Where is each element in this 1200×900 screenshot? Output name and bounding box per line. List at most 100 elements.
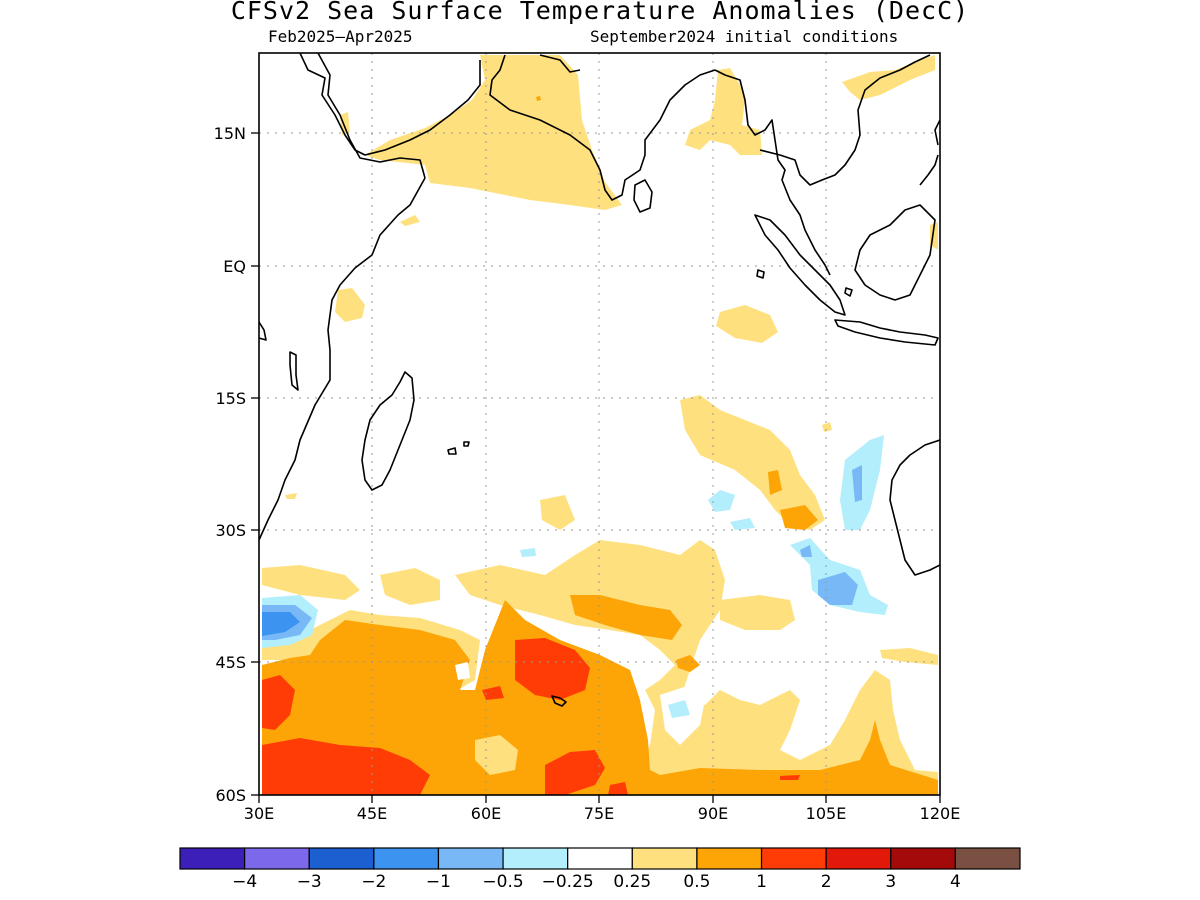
arabian-sea-bay-warm-region	[685, 68, 762, 155]
australia-coastline	[889, 439, 940, 576]
colorbar: −4 −3 −2 −1 −0.5 −0.25 0.25 0.5 1 2 3 4	[179, 847, 1021, 892]
colorbar-swatch	[244, 847, 310, 870]
colorbar-swatch	[890, 847, 956, 870]
sri-lanka	[633, 179, 653, 213]
lon-label: 75E	[584, 804, 614, 823]
colorbar-label: 3	[885, 872, 896, 892]
africa-arabia-coastline	[259, 321, 267, 341]
sumatra	[754, 214, 846, 316]
colorbar-label: 4	[950, 872, 961, 892]
colorbar-swatch	[825, 847, 892, 870]
borneo	[854, 204, 936, 301]
arabian-sea-bay-warm-region	[716, 305, 778, 343]
colorbar-label: −1	[426, 872, 451, 892]
madagascar	[361, 371, 415, 491]
red-anomaly-region	[262, 675, 295, 730]
cool-anomaly-region	[668, 700, 690, 718]
lat-label: 60S	[215, 786, 246, 805]
orange-anomaly-region	[536, 96, 541, 101]
colorbar-label: −3	[297, 872, 322, 892]
orange-anomaly-region	[768, 470, 782, 495]
colorbar-label: 0.25	[613, 872, 651, 892]
orange-anomaly-region	[780, 505, 818, 530]
arabian-sea-bay-warm-region	[335, 288, 365, 322]
red-anomaly-region	[515, 638, 590, 700]
africa-arabia-coastline	[259, 177, 426, 541]
small-island	[447, 447, 457, 455]
small-island	[844, 287, 853, 297]
southeast-asia-coastline	[714, 69, 831, 276]
africa-arabia-coastline	[317, 53, 426, 179]
india-coastline	[539, 54, 581, 73]
lat-label: 45S	[215, 653, 246, 672]
arabian-sea-bay-warm-region	[822, 422, 832, 432]
southeast-asia-coastline	[934, 119, 940, 146]
tick-marks	[251, 132, 941, 803]
arabian-sea-bay-warm-region	[285, 493, 297, 499]
coastlines	[259, 53, 940, 707]
cool-anomaly-region	[708, 490, 735, 512]
colorbar-swatch	[308, 847, 375, 870]
southeast-asia-coastline	[759, 54, 931, 186]
southeast-asia-coastline	[919, 154, 939, 186]
lon-label: 120E	[920, 804, 961, 823]
india-coastline	[489, 54, 716, 201]
arabian-sea-bay-warm-region	[400, 215, 420, 226]
colorbar-swatch	[179, 847, 246, 870]
arabian-sea-bay-warm-region	[842, 55, 935, 100]
colorbar-label: 1	[756, 872, 767, 892]
africa-arabia-coastline	[289, 351, 299, 391]
red-anomaly-region	[608, 782, 628, 795]
colorbar-swatch	[437, 847, 504, 870]
initial-conditions: September2024 initial conditions	[590, 27, 899, 46]
arabian-sea-bay-warm-region	[340, 112, 350, 135]
red-anomaly-region	[545, 750, 605, 795]
colorbar-label: 2	[821, 872, 832, 892]
colorbar-swatch	[760, 847, 827, 870]
colorbar-label: 0.5	[683, 872, 710, 892]
orange-anomaly-region	[570, 595, 682, 640]
cool-anomaly-region	[818, 572, 858, 605]
cool-anomaly-region	[852, 465, 862, 502]
lat-label: EQ	[223, 257, 246, 276]
lon-label: 60E	[471, 804, 501, 823]
cool-anomaly-region	[800, 545, 812, 557]
southern-warm-belt	[880, 648, 938, 665]
arabian-sea-bay-warm-region	[680, 395, 825, 530]
colorbar-swatch	[631, 847, 698, 870]
colorbar-label: −2	[361, 872, 386, 892]
lon-label: 105E	[806, 804, 847, 823]
small-island	[463, 441, 470, 447]
lon-label: 45E	[357, 804, 387, 823]
anomaly-field	[262, 55, 938, 795]
cool-anomaly-region	[262, 612, 300, 636]
colorbar-swatch	[567, 847, 633, 870]
arabian-sea-bay-warm-region	[365, 55, 622, 210]
small-island	[756, 269, 765, 279]
colorbar-swatch	[696, 847, 763, 870]
lat-label: 15N	[214, 124, 246, 143]
colorbar-swatch	[502, 847, 569, 870]
map-title: CFSv2 Sea Surface Temperature Anomalies …	[230, 0, 970, 25]
southern-warm-belt	[720, 595, 795, 630]
southern-warm-belt	[540, 495, 575, 530]
cool-anomaly-region	[520, 548, 536, 557]
cool-anomaly-region	[730, 518, 755, 530]
neutral-patch	[455, 662, 470, 680]
orange-anomaly-region	[676, 655, 700, 672]
forecast-period: Feb2025–Apr2025	[268, 27, 413, 46]
southern-warm-belt	[262, 565, 360, 600]
longitude-labels: 30E 45E 60E 75E 90E 105E 120E	[244, 804, 961, 823]
red-anomaly-region	[780, 775, 800, 780]
orange-anomaly-region	[262, 600, 938, 795]
java	[834, 319, 939, 346]
red-anomaly-region	[482, 686, 504, 700]
red-anomaly-region	[262, 738, 430, 795]
lat-label: 30S	[215, 521, 246, 540]
colorbar-swatch	[373, 847, 440, 870]
lon-label: 30E	[244, 804, 274, 823]
lat-label: 15S	[215, 389, 246, 408]
grid-lines	[259, 53, 940, 795]
